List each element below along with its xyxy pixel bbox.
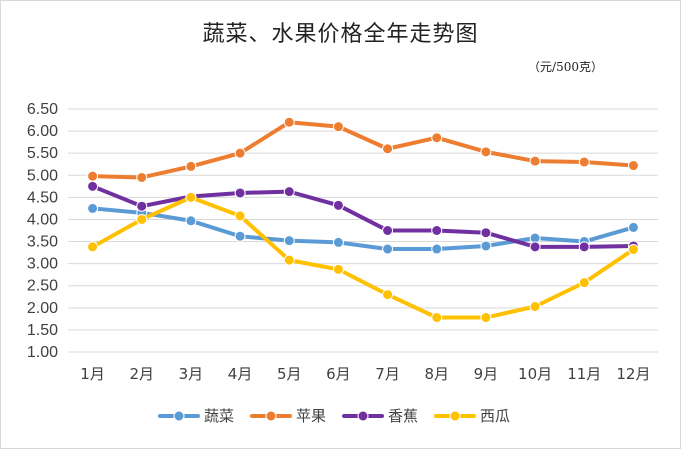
y-tick-label: 3.00 [27,256,58,273]
data-point [529,241,541,253]
data-point [185,215,197,227]
data-point [234,210,246,222]
data-point [480,146,492,158]
x-tick-label: 10月 [518,365,552,383]
x-tick-label: 8月 [424,365,449,383]
series-1 [87,116,639,183]
chart-title: 蔬菜、水果价格全年走势图 [202,22,479,47]
legend-label: 西瓜 [480,407,510,425]
data-point [382,289,394,301]
data-point [185,191,197,203]
x-tick-label: 12月 [616,365,650,383]
x-axis-ticks: 1月 2月 3月 4月 5月 6月 7月 8月 9月 10月 11月 12月 [80,365,650,383]
y-tick-label: 6.50 [27,101,58,118]
legend-label: 苹果 [296,407,326,425]
y-tick-label: 6.00 [27,123,58,140]
data-point [234,230,246,242]
legend: 蔬菜 苹果 香蕉 西瓜 [158,407,510,425]
x-tick-label: 9月 [474,365,499,383]
series-line [90,206,636,252]
data-point [382,143,394,155]
y-tick-label: 4.50 [27,189,58,206]
data-point [578,277,590,289]
data-point [431,132,443,144]
unit-note: （元/500克） [528,60,603,74]
data-point [382,225,394,236]
legend-item: 香蕉 [342,407,418,425]
data-point [87,180,99,192]
legend-item: 西瓜 [434,407,510,425]
data-point [382,243,394,255]
legend-item: 苹果 [250,407,326,425]
data-point [136,200,148,212]
data-point [234,147,246,159]
data-point [578,156,590,168]
series-0 [87,202,639,255]
data-point [480,312,492,324]
y-tick-label: 1.00 [27,344,58,361]
data-point [627,243,639,255]
y-tick-label: 2.50 [27,278,58,295]
x-tick-label: 3月 [179,365,204,383]
legend-label: 香蕉 [388,407,418,425]
data-point [332,263,344,275]
data-point [283,116,295,128]
data-point [283,186,295,198]
data-point [332,236,344,248]
y-tick-label: 3.50 [27,234,58,251]
legend-label: 蔬菜 [204,407,234,425]
series-line [90,195,636,320]
legend-swatch-marker [173,410,185,422]
data-point [234,187,246,199]
x-tick-label: 5月 [277,365,302,383]
y-tick-label: 1.50 [27,322,58,339]
gridlines [68,108,658,353]
data-point [87,241,99,253]
series-line [90,184,636,249]
data-point [529,155,541,167]
data-point [185,160,197,172]
data-point [431,243,443,255]
y-tick-label: 5.50 [27,145,58,162]
x-tick-label: 4月 [228,365,253,383]
y-tick-label: 4.00 [27,211,58,228]
data-point [332,121,344,133]
data-point [136,171,148,183]
legend-swatch-marker [265,410,277,422]
y-tick-label: 5.00 [27,167,58,184]
data-point [480,227,492,239]
y-axis-ticks: 1.00 1.50 2.00 2.50 3.00 3.50 4.00 4.50 5.00 5.50… [27,101,58,361]
series-3 [87,191,639,324]
legend-swatch-marker [449,410,461,422]
data-point [627,221,639,233]
data-point [332,199,344,211]
legend-item: 蔬菜 [158,407,234,425]
series-lines [87,116,639,324]
x-tick-label: 7月 [375,365,400,383]
data-point [627,160,639,172]
series-line [90,120,636,180]
data-point [283,235,295,247]
y-tick-label: 2.00 [27,300,58,317]
data-point [283,254,295,266]
x-tick-label: 2月 [129,365,154,383]
x-tick-label: 1月 [80,365,105,383]
data-point [87,202,99,214]
data-point [529,300,541,312]
data-point [480,240,492,252]
x-tick-label: 6月 [326,365,351,383]
data-point [87,170,99,182]
legend-swatch-marker [357,410,369,422]
data-point [431,312,443,324]
data-point [578,241,590,253]
data-point [136,213,148,225]
x-tick-label: 11月 [567,365,601,383]
data-point [431,225,443,236]
